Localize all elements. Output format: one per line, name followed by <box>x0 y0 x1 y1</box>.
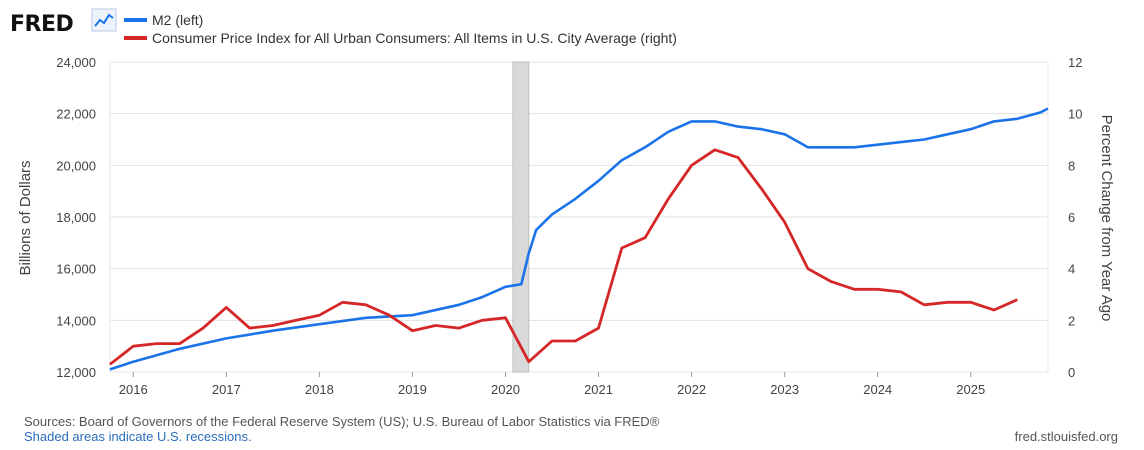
left-tick-label: 20,000 <box>56 158 96 173</box>
right-tick-label: 2 <box>1068 313 1075 328</box>
right-axis-title: Percent Change from Year Ago <box>1098 115 1115 322</box>
left-axis-title: Billions of Dollars <box>17 160 34 275</box>
left-tick-label: 12,000 <box>56 365 96 380</box>
left-tick-label: 14,000 <box>56 313 96 328</box>
legend: M2 (left) Consumer Price Index for All U… <box>124 12 677 46</box>
x-tick-label: 2016 <box>119 382 148 397</box>
site-url[interactable]: fred.stlouisfed.org <box>1015 429 1118 444</box>
right-tick-label: 10 <box>1068 107 1082 122</box>
right-tick-label: 6 <box>1068 210 1075 225</box>
x-tick-label: 2019 <box>398 382 427 397</box>
x-tick-label: 2022 <box>677 382 706 397</box>
right-axis: 0 2 4 6 8 10 12 <box>1068 55 1082 380</box>
fred-logo[interactable]: FRED <box>10 12 74 37</box>
left-tick-label: 16,000 <box>56 262 96 277</box>
fred-logo-graph-icon <box>91 8 117 32</box>
legend-label-m2: M2 (left) <box>152 12 203 28</box>
legend-label-cpi: Consumer Price Index for All Urban Consu… <box>152 30 677 46</box>
right-tick-label: 12 <box>1068 55 1082 70</box>
right-tick-label: 4 <box>1068 262 1075 277</box>
x-tick-label: 2017 <box>212 382 241 397</box>
left-tick-label: 24,000 <box>56 55 96 70</box>
x-axis: 2016 2017 2018 2019 2020 2021 2022 2023 2024 2025 <box>119 372 985 397</box>
left-tick-label: 18,000 <box>56 210 96 225</box>
x-tick-label: 2018 <box>305 382 334 397</box>
left-axis: 12,000 14,000 16,000 18,000 20,000 22,000 24,0… <box>56 55 96 380</box>
left-tick-label: 22,000 <box>56 107 96 122</box>
x-tick-label: 2024 <box>863 382 892 397</box>
sources-text: Sources: Board of Governors of the Feder… <box>24 414 660 429</box>
recession-shading <box>512 61 530 373</box>
series-line-cpi <box>109 148 1018 366</box>
series-lines <box>109 107 1049 371</box>
x-tick-label: 2025 <box>956 382 985 397</box>
recession-band <box>512 61 530 373</box>
series-line-m2 <box>109 107 1049 371</box>
x-tick-label: 2021 <box>584 382 613 397</box>
x-tick-label: 2020 <box>491 382 520 397</box>
recession-note-link[interactable]: Shaded areas indicate U.S. recessions. <box>24 429 252 444</box>
right-tick-label: 0 <box>1068 365 1075 380</box>
grid <box>110 61 1048 373</box>
right-tick-label: 8 <box>1068 158 1075 173</box>
x-tick-label: 2023 <box>770 382 799 397</box>
